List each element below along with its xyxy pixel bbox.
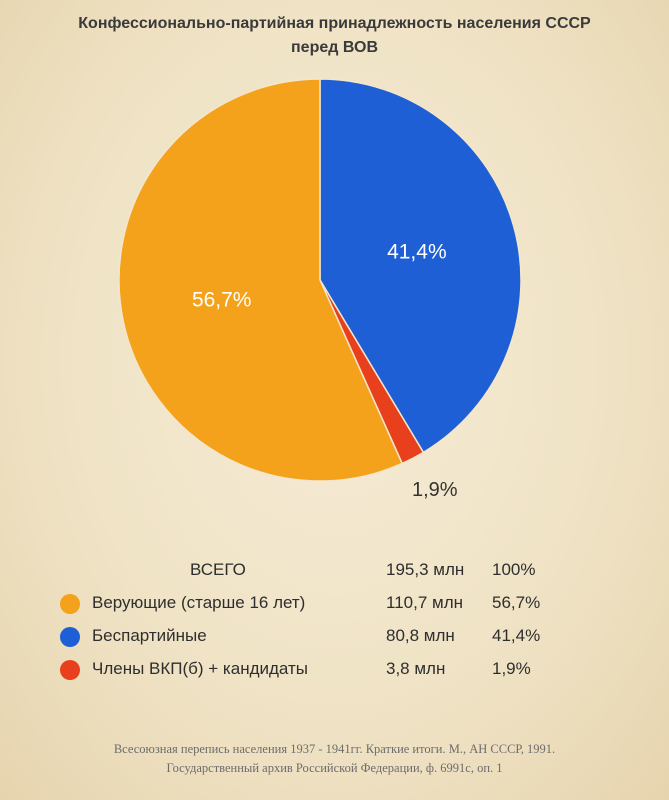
chart-title: Конфессионально-партийная принадлежность… [0, 12, 669, 60]
legend-amount-party: 3,8 млн [386, 659, 446, 678]
legend-pct-party: 1,9% [492, 659, 531, 678]
pie-chart: 41,4% 1,9% 56,7% [118, 78, 522, 501]
legend-amount-nonparty: 80,8 млн [386, 626, 455, 645]
legend-swatch-nonparty [60, 627, 80, 647]
legend-amount-believers: 110,7 млн [386, 593, 463, 612]
total-row: ВСЕГО 195,3 млн 100% [60, 558, 620, 591]
pie-slice-believers [118, 78, 404, 482]
legend-label-believers: Верующие (старше 16 лет) [92, 593, 306, 612]
source-line2: Государственный архив Российской Федерац… [166, 761, 503, 775]
legend-row-nonparty: Беспартийные 80,8 млн 41,4% [60, 624, 620, 657]
legend-label-nonparty: Беспартийные [92, 626, 207, 645]
legend-swatch-believers [60, 594, 80, 614]
source-line1: Всесоюзная перепись населения 1937 - 194… [113, 742, 556, 756]
legend-table: ВСЕГО 195,3 млн 100% Верующие (старше 16… [60, 558, 620, 690]
legend-pct-nonparty: 41,4% [492, 626, 541, 645]
legend-swatch-party [60, 660, 80, 680]
legend-pct-believers: 56,7% [492, 593, 541, 612]
legend-label-party: Члены ВКП(б) + кандидаты [92, 659, 309, 678]
source-note: Всесоюзная перепись населения 1937 - 194… [0, 740, 669, 778]
total-amount: 195,3 млн [386, 560, 465, 579]
pie-slice-nonparty [319, 78, 522, 454]
chart-title-line2: перед ВОВ [291, 39, 378, 56]
total-label: ВСЕГО [190, 560, 246, 579]
legend-row-party: Члены ВКП(б) + кандидаты 3,8 млн 1,9% [60, 657, 620, 690]
pie-label-nonparty: 41,4% [387, 241, 447, 264]
pie-label-party: 1,9% [412, 479, 458, 501]
legend-row-believers: Верующие (старше 16 лет) 110,7 млн 56,7% [60, 591, 620, 624]
pie-label-believers: 56,7% [192, 289, 252, 312]
chart-title-line1: Конфессионально-партийная принадлежность… [78, 15, 591, 32]
total-pct: 100% [492, 560, 536, 579]
